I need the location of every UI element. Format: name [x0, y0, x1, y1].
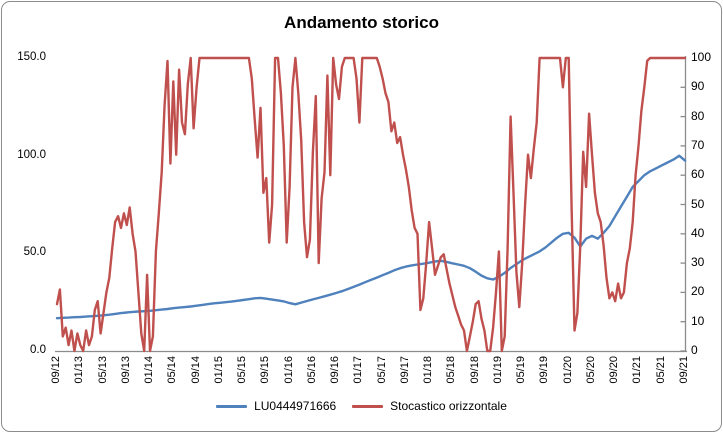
x-axis-tick-label: 09/21	[678, 356, 690, 384]
x-axis-tick-label: 09/18	[468, 356, 481, 384]
x-axis-tick-label: 09/12	[50, 356, 62, 384]
x-axis-tick-label: 05/17	[375, 356, 388, 384]
left-axis-tick-label: 50.0	[23, 246, 46, 259]
x-axis-tick-label: 09/13	[119, 356, 132, 384]
x-axis-tick-label: 01/20	[561, 356, 574, 384]
legend-item-stocastico: Stocastico orizzontale	[352, 399, 507, 413]
legend-line-marker-red-icon	[352, 404, 384, 408]
legend-label-lu0444971666: LU0444971666	[254, 399, 337, 413]
right-axis-tick-label: 70	[691, 137, 705, 152]
x-axis-tick-label: 01/14	[143, 356, 156, 384]
x-axis-tick-label: 01/19	[491, 356, 504, 384]
x-axis-tick-label: 01/18	[422, 356, 435, 384]
right-axis-tick-label: 10	[691, 313, 705, 328]
x-axis-tick-label: 05/16	[305, 356, 318, 384]
x-axis-tick-label: 01/21	[631, 356, 644, 384]
legend-item-lu0444971666: LU0444971666	[216, 399, 336, 413]
x-axis-tick-label: 05/13	[96, 356, 109, 384]
x-axis-tick-label: 09/14	[189, 356, 202, 384]
x-axis-tick-label: 01/16	[282, 356, 295, 384]
x-axis-tick-label: 05/14	[166, 356, 179, 384]
right-axis-tick-label: 60	[691, 167, 705, 182]
x-axis-tick-label: 09/19	[538, 356, 551, 384]
right-axis-tick-label: 30	[691, 255, 705, 270]
x-axis-tick-label: 09/20	[608, 356, 621, 384]
right-axis-tick-label: 0	[691, 343, 698, 357]
x-axis-tick-label: 01/15	[212, 356, 225, 384]
right-axis-tick-label: 100	[691, 50, 712, 64]
series-line-stocastico-orizzontale	[55, 56, 687, 353]
x-axis-tick-label: 05/20	[584, 356, 597, 384]
right-axis-tick-label: 50	[691, 196, 705, 211]
chart-title: Andamento storico	[284, 13, 439, 32]
left-axis-tick-label: 0.0	[30, 344, 46, 356]
right-axis-tick-label: 40	[691, 225, 705, 240]
legend: LU0444971666 Stocastico orizzontale	[0, 399, 723, 413]
x-axis-tick-label: 09/15	[259, 356, 272, 384]
x-axis-tick-label: 05/21	[654, 356, 667, 384]
right-axis-tick-label: 80	[691, 108, 705, 123]
x-axis-tick-label: 05/15	[236, 356, 249, 384]
x-axis-tick-label: 01/17	[352, 356, 365, 384]
left-axis-tick-label: 150.0	[17, 51, 46, 63]
legend-label-stocastico: Stocastico orizzontale	[390, 399, 507, 413]
left-axis-tick-label: 100.0	[17, 148, 46, 161]
x-axis-tick-label: 09/17	[398, 356, 411, 384]
x-axis-tick-label: 01/13	[73, 356, 86, 384]
x-axis-tick-label: 05/19	[515, 356, 528, 384]
right-axis-tick-label: 20	[691, 284, 705, 299]
right-axis-tick-label: 90	[691, 79, 705, 94]
x-axis-tick-label: 05/18	[445, 356, 458, 384]
legend-line-marker-blue-icon	[216, 404, 248, 408]
x-axis-tick-label: 09/16	[329, 356, 342, 384]
series-line-lu0444971666	[55, 154, 687, 320]
